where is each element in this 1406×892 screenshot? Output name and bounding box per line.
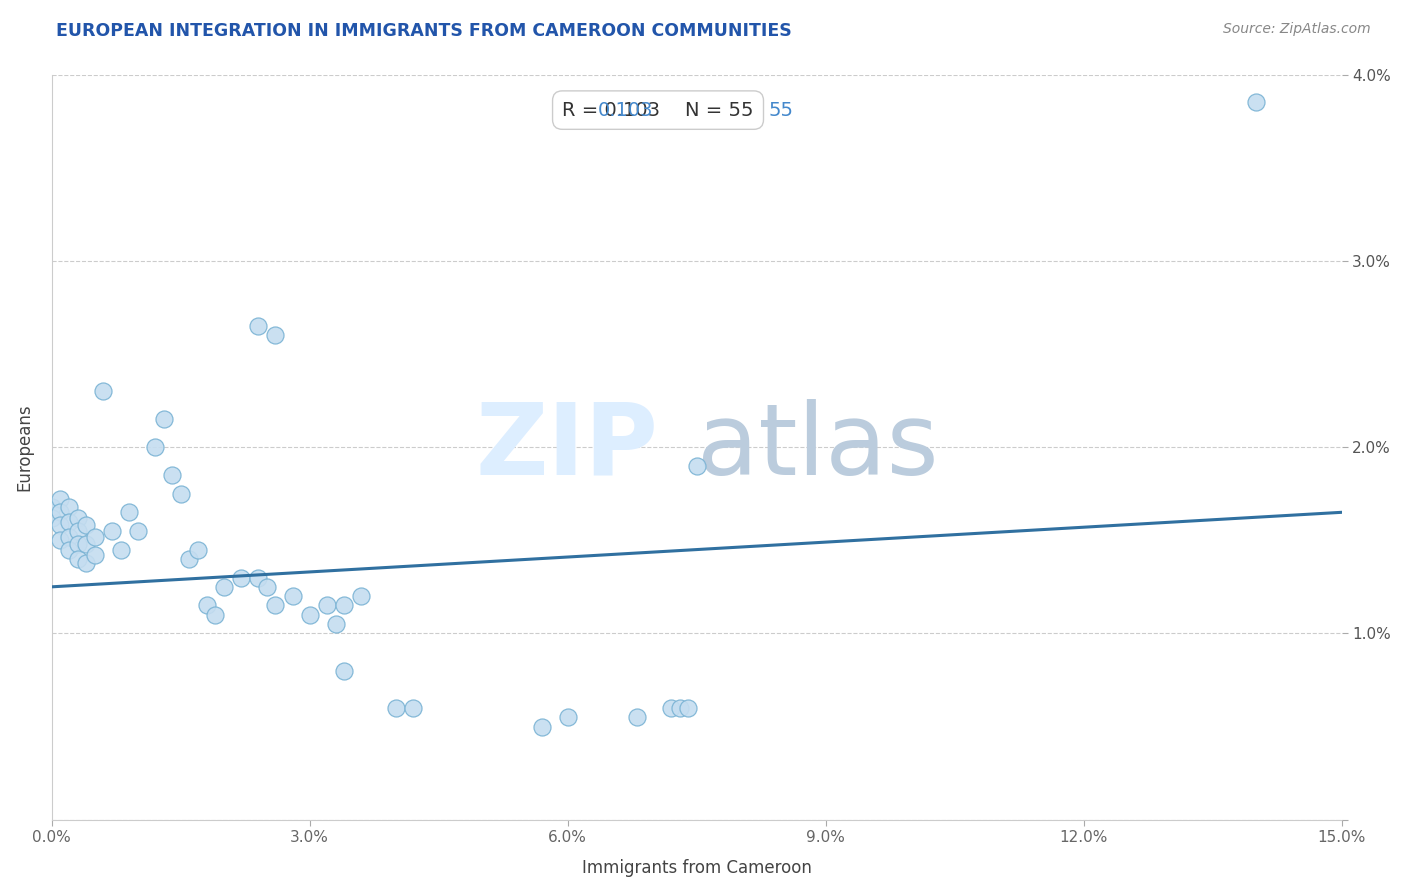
Point: [333, 664, 356, 678]
X-axis label: Immigrants from Cameroon: Immigrants from Cameroon: [582, 859, 811, 877]
Point: [298, 607, 321, 622]
Point: [384, 701, 406, 715]
Point: [686, 458, 709, 473]
Point: [118, 505, 141, 519]
Point: [316, 599, 339, 613]
Point: [66, 511, 89, 525]
Point: [1244, 95, 1267, 110]
Point: [58, 515, 80, 529]
Point: [325, 617, 347, 632]
Point: [93, 384, 115, 399]
Point: [58, 500, 80, 514]
Point: [247, 318, 270, 333]
Point: [101, 524, 124, 538]
Point: [256, 580, 278, 594]
Point: [152, 412, 174, 426]
Text: Source: ZipAtlas.com: Source: ZipAtlas.com: [1223, 22, 1371, 37]
Point: [264, 599, 287, 613]
Point: [66, 552, 89, 566]
Point: [179, 552, 201, 566]
Point: [41, 500, 63, 514]
Point: [204, 607, 226, 622]
Point: [402, 701, 425, 715]
Point: [212, 580, 235, 594]
Point: [668, 701, 690, 715]
Point: [247, 570, 270, 584]
Point: [143, 440, 166, 454]
Point: [281, 589, 304, 603]
Point: [264, 328, 287, 343]
Point: [170, 486, 193, 500]
Point: [530, 720, 553, 734]
Point: [350, 589, 373, 603]
Point: [49, 533, 72, 548]
Point: [333, 599, 356, 613]
Point: [49, 518, 72, 533]
Point: [58, 542, 80, 557]
Text: 55: 55: [768, 101, 793, 120]
Text: atlas: atlas: [697, 399, 938, 496]
Point: [626, 710, 648, 724]
Point: [676, 701, 699, 715]
Point: [66, 524, 89, 538]
Point: [195, 599, 218, 613]
Point: [659, 701, 682, 715]
Point: [127, 524, 149, 538]
Point: [187, 542, 209, 557]
Point: [229, 570, 252, 584]
Point: [75, 537, 97, 551]
Point: [58, 529, 80, 543]
Point: [160, 468, 183, 483]
Point: [75, 518, 97, 533]
Point: [83, 529, 105, 543]
Point: [49, 505, 72, 519]
Text: EUROPEAN INTEGRATION IN IMMIGRANTS FROM CAMEROON COMMUNITIES: EUROPEAN INTEGRATION IN IMMIGRANTS FROM …: [56, 22, 792, 40]
Point: [49, 492, 72, 507]
Point: [75, 556, 97, 570]
Point: [66, 537, 89, 551]
Y-axis label: Europeans: Europeans: [15, 403, 32, 491]
Point: [557, 710, 579, 724]
Point: [110, 542, 132, 557]
Point: [41, 511, 63, 525]
Point: [83, 548, 105, 562]
Text: ZIP: ZIP: [475, 399, 658, 496]
Text: 0.103: 0.103: [598, 101, 654, 120]
Text: R = 0.103    N = 55: R = 0.103 N = 55: [562, 101, 754, 120]
